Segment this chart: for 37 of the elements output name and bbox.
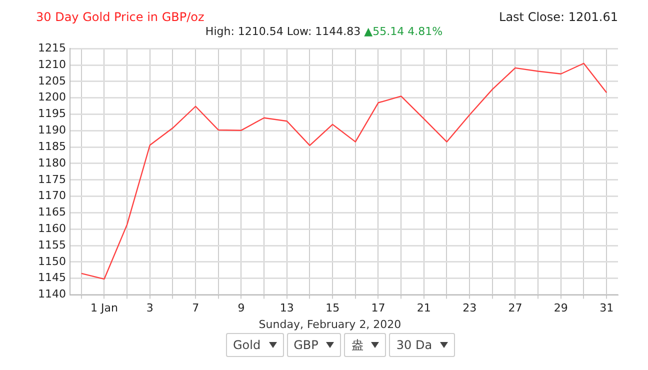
- x-tick-label: 13: [280, 301, 294, 314]
- y-tick-label: 1205: [38, 74, 66, 88]
- text: Sunday, February 2, 2020: [258, 318, 402, 331]
- text: Last Close: 1201.61: [499, 10, 618, 24]
- y-tick-label: 1165: [38, 206, 66, 219]
- x-tick-label: 9: [238, 301, 245, 314]
- y-tick-label: 1150: [38, 254, 66, 268]
- dropdown-field: GBP: [286, 333, 342, 357]
- x-tick-label: 1 Jan: [90, 301, 118, 314]
- y-tick-label: 1140: [38, 288, 66, 301]
- dropdown-field: 盎: [344, 333, 386, 357]
- x-tick-label: 31: [600, 301, 614, 314]
- x-tick-label: 23: [462, 301, 477, 314]
- x-tick-label: 15: [326, 301, 340, 314]
- x-tick-label: 21: [416, 301, 431, 314]
- y-tick-label: 1180: [38, 156, 66, 170]
- y-tick-label: 1210: [38, 58, 66, 71]
- y-tick-label: 1200: [38, 90, 66, 104]
- y-tick-label: 1215: [38, 41, 66, 54]
- dropdown-field: 30 Da: [389, 333, 456, 357]
- y-tick-label: 1160: [38, 222, 66, 236]
- x-tick-label: 27: [508, 301, 522, 314]
- x-tick-label: 7: [192, 301, 200, 314]
- y-tick-label: 1190: [38, 124, 66, 137]
- y-tick-label: 1170: [38, 189, 66, 202]
- y-tick-label: 1145: [38, 271, 66, 284]
- y-tick-label: 1185: [38, 140, 66, 153]
- y-tick-label: 1175: [38, 172, 66, 186]
- x-tick-label: 17: [371, 301, 386, 314]
- y-tick-label: 1155: [38, 238, 66, 252]
- x-tick-label: 3: [146, 301, 154, 314]
- chart-title: 30 Day Gold Price in GBP/oz: [36, 10, 204, 24]
- y-tick-label: 1195: [38, 107, 66, 120]
- chart-subtitle: High: 1210.54 Low: 1144.83: [205, 25, 361, 38]
- dropdown-field: Gold: [226, 333, 284, 357]
- text: ▲55.14 4.81%: [364, 25, 443, 38]
- x-tick-label: 29: [554, 301, 568, 314]
